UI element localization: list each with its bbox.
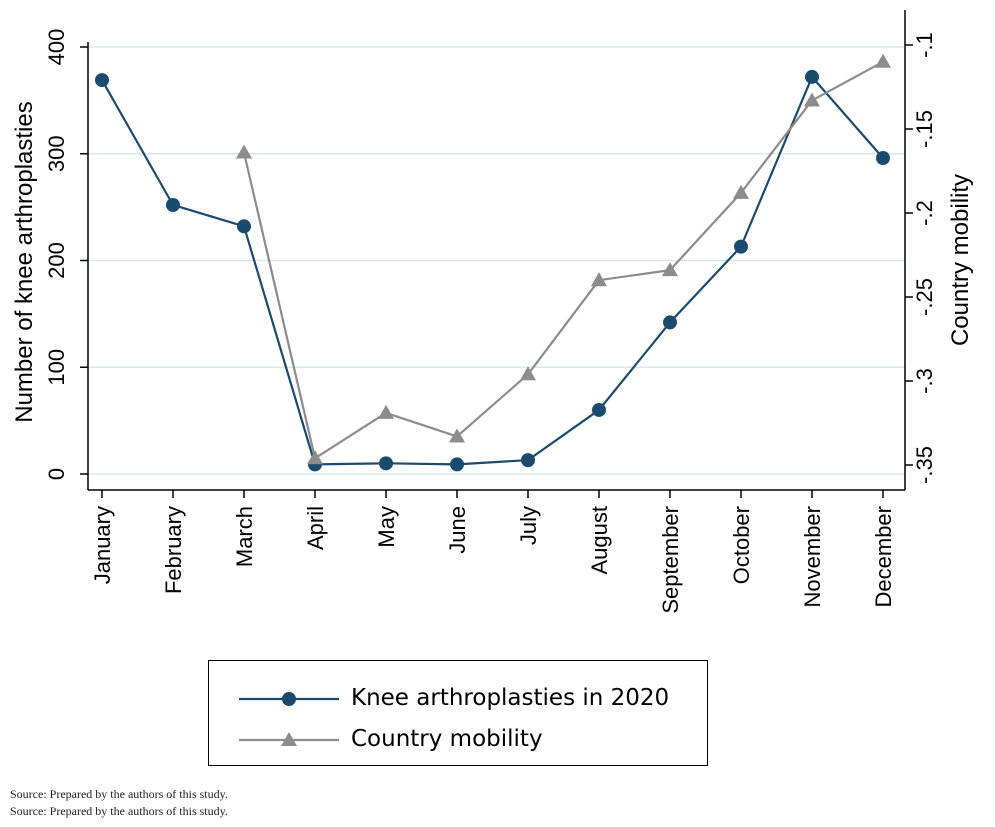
- y-tick-label: 0: [44, 468, 69, 480]
- y-axis-title: Number of knee arthroplasties: [11, 101, 38, 423]
- data-point-knee: [663, 315, 677, 330]
- y-tick-label: 400: [44, 29, 69, 66]
- x-tick-label: August: [587, 506, 612, 575]
- y-tick-label: 100: [44, 349, 69, 386]
- data-point-mobility: [236, 144, 252, 159]
- legend-item-mobility: Country mobility: [209, 722, 707, 758]
- data-point-knee: [876, 151, 890, 166]
- x-tick-label: December: [871, 506, 896, 607]
- y-tick-label: 200: [44, 242, 69, 279]
- x-tick-label: June: [445, 506, 470, 554]
- y-tick-label: 300: [44, 135, 69, 172]
- x-tick-label: April: [303, 506, 328, 550]
- series-lines: [101, 60, 884, 466]
- y2-axis-title: Country mobility: [947, 174, 974, 346]
- legend-label-knee: Knee arthroplasties in 2020: [351, 685, 670, 711]
- y2-tick-label: -.1: [912, 32, 937, 58]
- x-tick-label: February: [161, 506, 186, 594]
- legend-swatch-triangle: [239, 732, 339, 746]
- series-line-knee: [101, 75, 884, 466]
- data-point-mobility: [591, 272, 607, 287]
- legend-label-mobility: Country mobility: [351, 726, 543, 752]
- data-point-knee: [521, 453, 535, 468]
- data-point-knee: [805, 69, 819, 84]
- source-note: Source: Prepared by the authors of this …: [10, 787, 228, 801]
- x-tick-label: May: [374, 506, 399, 548]
- legend: Knee arthroplasties in 2020 Country mobi…: [208, 660, 708, 766]
- y2-tick-label: -.2: [912, 200, 937, 226]
- source-note: Source: Prepared by the authors of this …: [10, 804, 228, 818]
- data-point-knee: [95, 73, 109, 88]
- data-point-mobility: [449, 428, 465, 443]
- legend-swatch-circle: [239, 692, 339, 706]
- x-tick-label: September: [658, 506, 683, 614]
- data-point-knee: [592, 402, 606, 417]
- series-line-mobility: [242, 60, 884, 460]
- data-point-mobility: [804, 92, 820, 107]
- y2-tick-label: -.3: [912, 368, 937, 394]
- data-point-knee: [734, 239, 748, 254]
- series-markers: [95, 53, 891, 472]
- y2-tick-label: -.25: [912, 278, 937, 316]
- data-point-knee: [237, 219, 251, 234]
- data-point-knee: [450, 457, 464, 472]
- data-point-mobility: [520, 366, 536, 381]
- x-tick-label: October: [729, 506, 754, 584]
- y2-tick-label: -.15: [912, 110, 937, 148]
- gridlines: [88, 46, 905, 475]
- x-tick-label: July: [516, 506, 541, 545]
- line-chart: 0 100 200 300 400 -.35 -.3 -.25 -.2 -.15 -.1 Januar…: [11, 10, 974, 614]
- y2-tick-label: -.35: [912, 446, 937, 484]
- tick-labels: 0 100 200 300 400 -.35 -.3 -.25 -.2 -.15 -.1 Januar…: [44, 29, 937, 614]
- axes: [80, 10, 913, 498]
- data-point-mobility: [307, 450, 323, 465]
- x-tick-label: November: [800, 506, 825, 607]
- data-point-knee: [166, 197, 180, 212]
- legend-item-knee: Knee arthroplasties in 2020: [209, 681, 707, 717]
- data-point-mobility: [733, 184, 749, 199]
- data-point-mobility: [875, 53, 891, 68]
- x-tick-label: March: [232, 506, 257, 567]
- data-point-mobility: [378, 404, 394, 419]
- x-tick-label: January: [90, 506, 115, 584]
- data-point-knee: [379, 456, 393, 471]
- data-point-mobility: [662, 262, 678, 277]
